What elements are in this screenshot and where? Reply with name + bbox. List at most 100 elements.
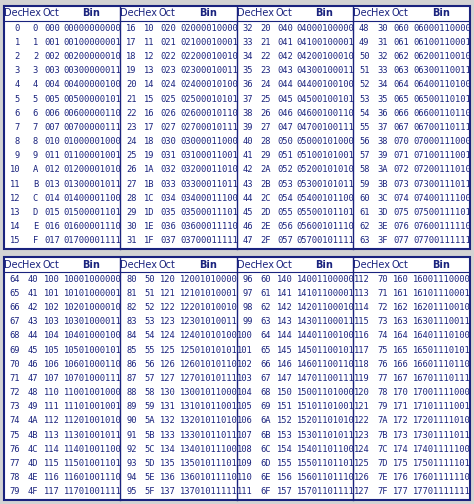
- Text: 70: 70: [377, 275, 388, 284]
- Text: 4A: 4A: [27, 416, 38, 425]
- Text: Hex: Hex: [138, 9, 157, 19]
- Text: E: E: [33, 222, 38, 231]
- Text: 112: 112: [44, 416, 60, 425]
- Text: Oct: Oct: [43, 9, 59, 19]
- Text: 47: 47: [243, 236, 253, 245]
- Text: 63: 63: [359, 236, 370, 245]
- Text: 166: 166: [393, 360, 409, 369]
- Text: 5A: 5A: [144, 416, 155, 425]
- Text: 39: 39: [243, 123, 253, 132]
- Text: 98: 98: [243, 303, 253, 312]
- Text: 17: 17: [126, 38, 137, 47]
- Text: 85: 85: [126, 346, 137, 354]
- Text: 173: 173: [393, 430, 409, 439]
- Text: 44: 44: [27, 331, 38, 340]
- Text: 07700111111: 07700111111: [413, 236, 471, 245]
- Text: 02600010110: 02600010110: [180, 109, 238, 118]
- Text: 06500110101: 06500110101: [413, 95, 471, 103]
- Text: 055: 055: [277, 208, 292, 217]
- Text: 17501111101: 17501111101: [413, 459, 471, 468]
- Text: 111: 111: [237, 487, 253, 496]
- Text: 123: 123: [354, 430, 370, 439]
- Text: 06700110111: 06700110111: [413, 123, 471, 132]
- Text: 137: 137: [160, 487, 176, 496]
- Text: 144: 144: [277, 331, 292, 340]
- Text: 3: 3: [15, 66, 20, 75]
- Text: 108: 108: [237, 445, 253, 454]
- Text: 24: 24: [126, 137, 137, 146]
- Text: 07600111110: 07600111110: [413, 222, 471, 231]
- Text: Hex: Hex: [255, 9, 273, 19]
- Text: 64: 64: [261, 331, 271, 340]
- Text: Bin: Bin: [199, 260, 217, 270]
- Text: 020: 020: [160, 24, 176, 33]
- Text: 13501011101: 13501011101: [180, 459, 238, 468]
- Text: 00600000110: 00600000110: [64, 109, 121, 118]
- Text: 114: 114: [354, 303, 370, 312]
- Text: 105: 105: [237, 402, 253, 411]
- Text: 132: 132: [160, 416, 176, 425]
- Text: 01100001001: 01100001001: [64, 151, 121, 160]
- Text: Oct: Oct: [392, 260, 409, 270]
- Text: 044: 044: [277, 80, 292, 89]
- Text: 12501010101: 12501010101: [180, 346, 238, 354]
- Text: 7B: 7B: [377, 430, 388, 439]
- Text: 11401001100: 11401001100: [64, 445, 121, 454]
- Text: 59: 59: [359, 179, 370, 188]
- Text: 21: 21: [126, 95, 137, 103]
- Text: 05700101111: 05700101111: [297, 236, 355, 245]
- Text: 021: 021: [160, 38, 176, 47]
- Text: 46: 46: [27, 360, 38, 369]
- Text: 00100000001: 00100000001: [64, 38, 121, 47]
- Text: 45: 45: [27, 346, 38, 354]
- Text: 13401011100: 13401011100: [180, 445, 238, 454]
- Text: 41: 41: [243, 151, 253, 160]
- Text: 02400010100: 02400010100: [180, 80, 238, 89]
- Text: 117: 117: [354, 346, 370, 354]
- Text: 04700100111: 04700100111: [297, 123, 355, 132]
- Text: 24: 24: [261, 80, 271, 89]
- Text: 19: 19: [144, 151, 155, 160]
- Text: 150: 150: [277, 388, 292, 397]
- Text: 74: 74: [377, 331, 388, 340]
- Text: Oct: Oct: [275, 9, 292, 19]
- Text: 9: 9: [33, 151, 38, 160]
- Text: 2C: 2C: [261, 194, 271, 203]
- Text: Oct: Oct: [159, 260, 176, 270]
- Text: 48: 48: [359, 24, 370, 33]
- Text: 5F: 5F: [144, 487, 155, 496]
- Text: 37: 37: [377, 123, 388, 132]
- Text: 6: 6: [33, 109, 38, 118]
- Text: 07000111000: 07000111000: [413, 137, 471, 146]
- Text: 023: 023: [160, 66, 176, 75]
- Text: 95: 95: [126, 487, 137, 496]
- Text: 42: 42: [243, 165, 253, 174]
- Text: 12: 12: [9, 194, 20, 203]
- Text: 55: 55: [359, 123, 370, 132]
- Text: 04500100101: 04500100101: [297, 95, 355, 103]
- Text: 86: 86: [126, 360, 137, 369]
- Text: 14101100001: 14101100001: [297, 289, 355, 298]
- Text: 165: 165: [393, 346, 409, 354]
- Text: 59: 59: [144, 402, 155, 411]
- Text: 070: 070: [393, 137, 409, 146]
- Text: 04100100001: 04100100001: [297, 38, 355, 47]
- Text: 21: 21: [261, 38, 271, 47]
- Text: 10201000010: 10201000010: [64, 303, 121, 312]
- Text: 15601101110: 15601101110: [297, 473, 355, 482]
- Text: 40: 40: [243, 137, 253, 146]
- Text: 063: 063: [393, 66, 409, 75]
- Text: 004: 004: [44, 80, 60, 89]
- Text: 54: 54: [144, 331, 155, 340]
- Text: 17701111111: 17701111111: [413, 487, 471, 496]
- Text: 17401111100: 17401111100: [413, 445, 471, 454]
- Text: 016: 016: [44, 222, 60, 231]
- Text: 62: 62: [359, 222, 370, 231]
- Text: 006: 006: [44, 109, 60, 118]
- Text: 057: 057: [277, 236, 292, 245]
- Text: 174: 174: [393, 445, 409, 454]
- Text: 101: 101: [44, 289, 60, 298]
- Text: 17201111010: 17201111010: [413, 416, 471, 425]
- Text: Dec: Dec: [120, 260, 139, 270]
- Text: 5: 5: [33, 95, 38, 103]
